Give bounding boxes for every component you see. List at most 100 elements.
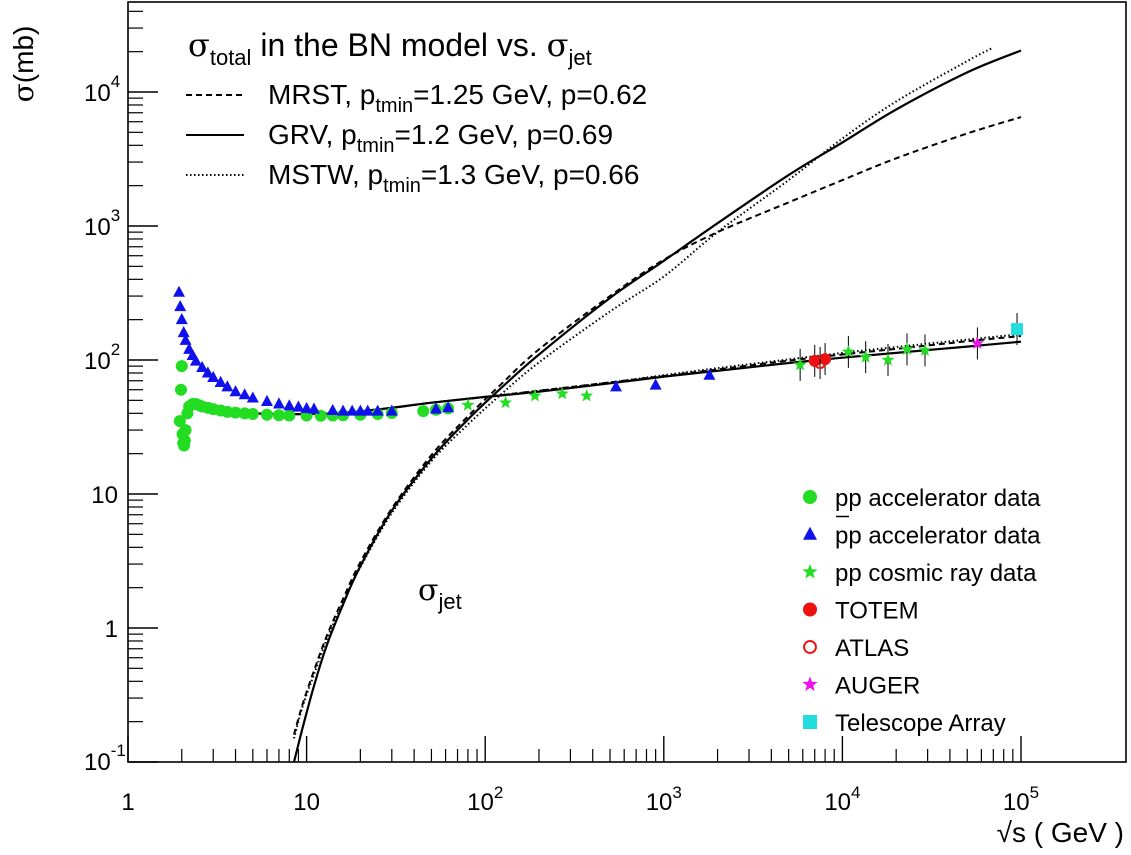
data-point [246, 391, 259, 403]
data-point [221, 380, 234, 392]
data-point [260, 394, 273, 407]
data-point [703, 368, 716, 380]
plot-frame [127, 1, 1127, 763]
data-point [175, 360, 188, 373]
data-legend-label: pp cosmic ray data [835, 560, 1037, 587]
data-legend-label: TOTEM [835, 598, 919, 625]
data-point [371, 404, 384, 416]
data-point [214, 375, 227, 387]
data-point [174, 383, 187, 396]
data-point [361, 404, 374, 416]
data-point [272, 397, 285, 409]
markers-layer [173, 285, 1024, 452]
x-tick-label: 102 [467, 783, 503, 816]
data-point [555, 386, 569, 400]
data-point [900, 342, 914, 355]
sigma-jet-label: σjet [418, 573, 462, 614]
curve-legend-label: GRV, ptmin=1.2 GeV, p=0.69 [268, 119, 613, 157]
data-point [246, 408, 259, 421]
legend-marker [803, 715, 817, 729]
data-point [300, 401, 313, 413]
data-point [346, 404, 359, 416]
chart-title: σtotal in the BN model vs. σjet [188, 26, 592, 70]
y-axis-ticks: 10-1 1 10 102 103 104 [84, 10, 158, 776]
data-point [260, 408, 273, 421]
data-point [283, 399, 296, 411]
data-point [173, 285, 186, 297]
y-tick-label: 104 [84, 72, 120, 107]
data-point [174, 300, 187, 312]
data-legend-label: Telescope Array [835, 710, 1006, 737]
data-point [528, 389, 542, 402]
data-point [272, 409, 285, 422]
curves-layer [252, 46, 1022, 762]
y-axis-title: σ(mb) [7, 26, 40, 103]
data-point [292, 400, 305, 412]
x-tick-label: 104 [824, 783, 860, 816]
data-point [201, 366, 214, 378]
data-point [337, 404, 350, 416]
data-point [499, 395, 513, 409]
legend-marker [803, 490, 817, 504]
y-tick-label: 10-1 [84, 741, 126, 776]
data-point [461, 398, 475, 411]
y-tick-label: 102 [84, 340, 120, 375]
data-point [177, 326, 190, 338]
data-point [326, 403, 339, 415]
curve-mstw-jet [293, 46, 994, 739]
data-point [1011, 323, 1024, 336]
data-point [189, 354, 202, 366]
data-point [859, 350, 873, 363]
data-point [881, 353, 895, 366]
data-point [238, 388, 251, 400]
y-tick-label: 103 [84, 206, 120, 241]
data-point [918, 343, 932, 356]
data-point [307, 402, 320, 414]
legend-marker [803, 640, 817, 654]
data-point [970, 336, 984, 349]
data-point [841, 345, 855, 358]
y-tick-label: 10 [91, 482, 118, 509]
data-legend-label: ATLAS [835, 635, 909, 662]
y-tick-label: 1 [105, 616, 118, 643]
data-point [178, 434, 191, 447]
curve-legend-label: MSTW, ptmin=1.3 GeV, p=0.66 [268, 159, 639, 197]
data-point [442, 401, 455, 413]
data-point [173, 415, 186, 428]
data-point [179, 424, 192, 437]
x-tick-label: 1 [121, 789, 134, 816]
data-point [813, 356, 827, 370]
data-point [610, 380, 623, 392]
data-point [793, 358, 807, 371]
data-point [229, 385, 242, 397]
data-point [175, 313, 188, 325]
curve-mrst-jet [293, 116, 1022, 735]
legend-marker [803, 526, 817, 540]
x-tick-label: 103 [646, 783, 682, 816]
x-tick-label: 105 [1003, 783, 1039, 816]
curve-grv-jet [292, 49, 1022, 762]
data-point [429, 402, 442, 414]
x-axis-title: √s ( GeV ) [997, 817, 1124, 848]
data-legend-label: pp accelerator data [835, 485, 1041, 512]
curve-legend-label: MRST, ptmin=1.25 GeV, p=0.62 [268, 79, 647, 117]
data-point [196, 360, 209, 372]
data-point [819, 353, 832, 366]
data-point [580, 389, 594, 402]
data-point [179, 333, 192, 345]
data-point [207, 370, 220, 383]
data-legend: pp accelerator data pp accelerator data pp… [802, 485, 1041, 737]
x-tick-label: 10 [293, 789, 320, 816]
data-point [283, 409, 296, 422]
data-point [417, 405, 430, 418]
legend-marker [802, 676, 818, 691]
data-legend-label: pp accelerator data [835, 523, 1041, 550]
data-point [385, 404, 398, 416]
data-point [229, 406, 242, 419]
legend-marker [802, 564, 818, 579]
legend-marker [803, 602, 817, 617]
data-point [649, 378, 662, 390]
x-axis-ticks: 1 10 102 103 104 105 [121, 736, 1039, 816]
